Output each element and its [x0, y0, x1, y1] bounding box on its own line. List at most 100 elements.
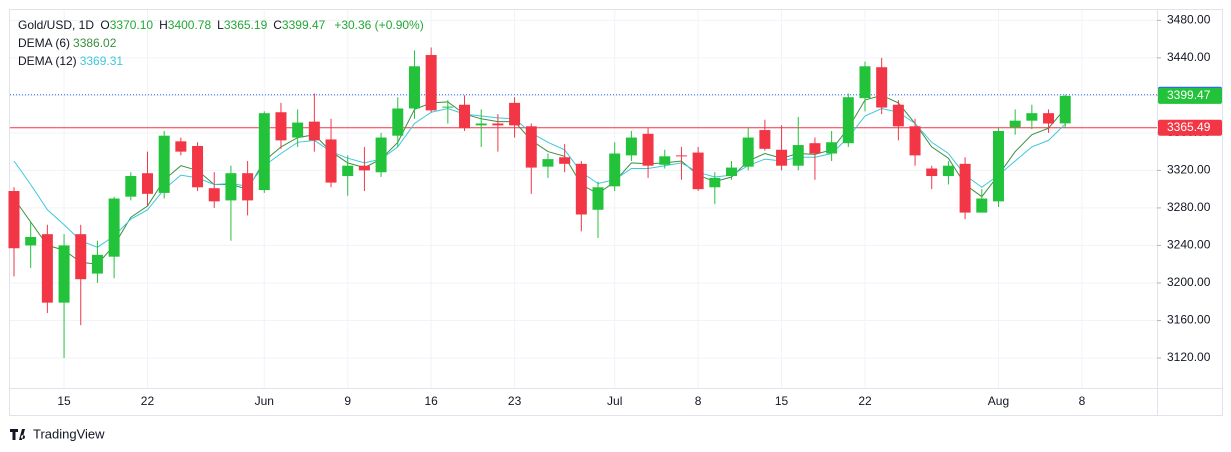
legend-entry: DEMA (6) 3386.02: [18, 34, 427, 52]
ohlc: O3370.10 H3400.78 L3365.19 C3399.47: [100, 18, 331, 32]
y-tick-label: 3160.00: [1167, 313, 1211, 327]
legend-value: 3369.31: [79, 54, 124, 68]
candle-body: [41, 234, 53, 303]
candle-body: [141, 173, 153, 194]
x-tick-label: 22: [858, 394, 872, 408]
legend-name: DEMA (6): [18, 36, 71, 50]
dema-line: [13, 107, 1066, 248]
y-tick-label: 3200.00: [1167, 275, 1211, 289]
x-tick-label: Jun: [255, 394, 274, 408]
change: +30.36 (+0.90%): [334, 18, 424, 32]
candle-body: [859, 66, 871, 99]
candle-body: [275, 112, 287, 141]
candle-body: [742, 137, 754, 167]
candle-body: [1059, 95, 1071, 124]
x-tick-label: 15: [775, 394, 789, 408]
legend-value: 3386.02: [73, 36, 117, 50]
candle-body: [992, 130, 1004, 202]
candle-body: [909, 126, 921, 156]
legend-name: DEMA (12): [18, 54, 77, 68]
ohlc-value: 3399.47: [281, 18, 326, 32]
candle-body: [792, 145, 804, 166]
x-tick-label: 23: [508, 394, 522, 408]
frame: [9, 9, 1223, 416]
ohlc-key: O: [100, 18, 110, 32]
x-tick-label: 22: [141, 394, 155, 408]
candle-body: [308, 121, 320, 141]
y-tick-label: 3480.00: [1167, 12, 1211, 26]
logo: TradingView: [10, 426, 105, 441]
candle-body: [342, 165, 354, 177]
candle-body: [759, 130, 771, 149]
header-row: Gold/USD, 1D O3370.10 H3400.78 L3365.19 C33…: [18, 16, 427, 34]
ohlc-key: C: [273, 18, 282, 32]
candle-body: [659, 156, 671, 165]
x-tick-label: 15: [57, 394, 71, 408]
ohlc-value: 3400.78: [167, 18, 212, 32]
candle-body: [876, 67, 888, 108]
candle-body: [675, 155, 687, 157]
price-tag: [1158, 87, 1222, 104]
candle-body: [325, 139, 337, 183]
price-tag-label: 3399.47: [1167, 88, 1211, 102]
y-tick-label: 3440.00: [1167, 50, 1211, 64]
candle-body: [392, 108, 404, 136]
candle-body: [642, 133, 654, 166]
candle-body: [575, 163, 587, 215]
y-tick-label: 3120.00: [1167, 350, 1211, 364]
candle-body: [592, 187, 604, 210]
candle-body: [459, 104, 471, 129]
candle-body: [892, 104, 904, 127]
ohlc-value: 3370.10: [109, 18, 154, 32]
x-tick-label: Aug: [988, 394, 1009, 408]
candle-body: [125, 176, 137, 197]
candle-body: [1043, 113, 1055, 124]
candle-body: [408, 66, 420, 109]
candle-body: [8, 191, 20, 249]
candle-body: [158, 135, 170, 193]
ohlc-item: O3370.10: [100, 18, 156, 32]
ohlc-item: H3400.78: [159, 18, 214, 32]
legend: Gold/USD, 1D O3370.10 H3400.78 L3365.19 C33…: [18, 16, 427, 70]
ohlc-key: L: [217, 18, 224, 32]
candle-body: [809, 143, 821, 154]
candle-body: [358, 165, 370, 171]
candle-body: [525, 126, 537, 168]
x-tick-label: 9: [344, 394, 351, 408]
ohlc-item: L3365.19: [217, 18, 270, 32]
candle-body: [225, 173, 237, 201]
candle-body: [442, 106, 454, 108]
candle-body: [609, 153, 621, 187]
candle-body: [976, 198, 988, 213]
x-tick-label: 16: [424, 394, 438, 408]
candle-body: [559, 157, 571, 164]
candle-body: [108, 198, 120, 257]
candle-body: [192, 146, 204, 188]
candle-body: [709, 177, 721, 188]
candle-body: [58, 245, 70, 303]
symbol: Gold/USD, 1D: [18, 18, 95, 32]
dema-line: [13, 94, 1066, 265]
candle-body: [208, 188, 220, 202]
candle-body: [175, 141, 187, 152]
candle-body: [692, 152, 704, 190]
candle-body: [942, 165, 954, 177]
candle-body: [726, 167, 738, 177]
candle-body: [959, 163, 971, 213]
candle-body: [242, 173, 254, 201]
price-tag: [1158, 119, 1222, 136]
candle-body: [91, 254, 103, 274]
candle-body: [425, 55, 437, 111]
candle-body: [509, 102, 521, 126]
candle-body: [492, 123, 504, 126]
y-tick-label: 3240.00: [1167, 238, 1211, 252]
candle-body: [542, 159, 554, 167]
candle-body: [1009, 120, 1021, 128]
y-tick-label: 3320.00: [1167, 163, 1211, 177]
candle-body: [842, 97, 854, 144]
candle-body: [926, 168, 938, 177]
x-tick-label: Jul: [607, 394, 622, 408]
price-tag-label: 3365.49: [1167, 120, 1211, 134]
ohlc-item: C3399.47: [273, 18, 328, 32]
candle-body: [375, 137, 387, 173]
